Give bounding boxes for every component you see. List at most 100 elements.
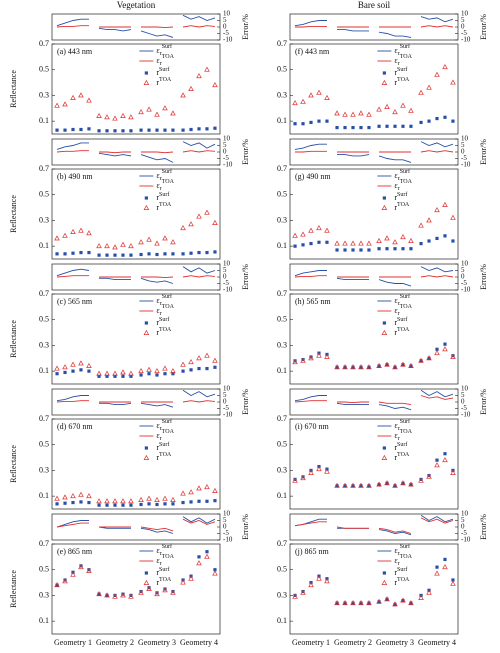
toa-point: [350, 111, 356, 117]
legend-sup: TOA: [400, 54, 413, 60]
surface-point: [309, 241, 313, 246]
error-line: [294, 400, 327, 403]
legend-marker: [381, 579, 388, 585]
error-line: [182, 400, 216, 403]
surface-point: [443, 115, 447, 119]
error-line: [378, 527, 412, 534]
y-tick-label: 0.1: [277, 241, 287, 250]
legend-label: rSurf: [156, 566, 169, 576]
y-axis-label: Error/%: [479, 389, 488, 415]
y-tick-label: 0.7: [277, 164, 287, 173]
surface-point: [451, 119, 455, 123]
x-tick-label: Geometry 4: [180, 638, 218, 647]
error-line: [182, 266, 216, 274]
surface-point: [435, 347, 439, 351]
y-axis-label: Error/%: [241, 139, 250, 165]
toa-point: [308, 92, 314, 98]
toa-point: [350, 240, 356, 246]
surface-point: [317, 240, 321, 244]
legend-base: r: [394, 203, 397, 212]
surface-point: [377, 600, 381, 604]
legend-label: εrSurf: [156, 43, 172, 57]
surface-point: [435, 565, 439, 569]
error-line: [294, 270, 327, 277]
toa-point: [204, 553, 210, 559]
toa-point: [204, 352, 210, 358]
toa-point: [358, 600, 364, 606]
toa-point: [300, 98, 306, 104]
y-tick-label: -5: [223, 529, 229, 537]
toa-point: [146, 495, 152, 501]
toa-point: [442, 346, 448, 352]
surface-point: [71, 251, 75, 255]
y-tick-label: 5: [461, 141, 465, 149]
surface-point: [189, 500, 193, 504]
surface-point: [359, 484, 363, 488]
legend-sup: TOA: [397, 77, 410, 83]
y-tick-label: 0.1: [39, 491, 49, 500]
surface-point: [147, 372, 151, 376]
error-frame: [51, 138, 221, 166]
toa-point: [62, 232, 68, 238]
y-tick-label: -10: [461, 36, 471, 44]
surface-point: [87, 369, 91, 373]
toa-point: [196, 213, 202, 219]
surface-point: [87, 500, 91, 505]
legend-label: εrSurf: [156, 543, 172, 557]
surface-point: [393, 124, 397, 128]
toa-point: [128, 498, 134, 504]
toa-point: [408, 481, 414, 487]
error-line: [378, 404, 412, 411]
surface-point: [385, 124, 389, 128]
toa-point: [170, 239, 176, 245]
legend-sub: r: [398, 436, 400, 442]
toa-point: [146, 236, 152, 242]
toa-point: [212, 219, 218, 225]
surface-point: [293, 477, 297, 482]
legend-base: r: [394, 568, 397, 577]
error-line: [140, 527, 174, 534]
y-tick-label: 0.7: [39, 39, 49, 48]
surface-point: [377, 364, 381, 368]
y-tick-label: 0.5: [277, 565, 287, 574]
surface-point: [351, 365, 355, 369]
y-tick-label: 0.7: [39, 539, 49, 548]
column-title: Bare soil: [358, 0, 391, 10]
error-frame: [289, 13, 459, 41]
toa-point: [334, 110, 340, 116]
legend-sub: r: [160, 51, 162, 57]
toa-point: [418, 594, 424, 600]
surface-point: [335, 365, 339, 369]
y-tick-label: 0.1: [39, 366, 49, 375]
toa-point: [300, 475, 306, 481]
panel-label: (g) 490 nm: [295, 172, 331, 181]
surface-point: [443, 557, 447, 562]
surface-point: [419, 120, 423, 125]
legend-label: rTOA: [156, 77, 172, 86]
y-tick-label: 5: [223, 391, 227, 399]
error-line: [99, 151, 131, 154]
toa-point: [434, 207, 440, 213]
legend-sup: Surf: [397, 316, 407, 323]
legend-marker: [382, 571, 386, 575]
legend-base: r: [156, 193, 159, 202]
legend-sub: r: [160, 301, 162, 307]
toa-point: [196, 485, 202, 491]
legend-base: r: [156, 453, 159, 462]
surface-point: [87, 568, 91, 572]
surface-point: [181, 500, 185, 505]
toa-point: [342, 240, 348, 246]
y-tick-label: 5: [461, 266, 465, 274]
toa-point: [450, 580, 456, 586]
legend-label: εrTOA: [394, 304, 412, 317]
toa-point: [358, 482, 364, 488]
legend-sub: r: [398, 426, 400, 432]
x-tick-label: Geometry 3: [376, 638, 414, 647]
toa-point: [96, 370, 102, 376]
surface-point: [181, 128, 185, 132]
toa-point: [70, 571, 76, 577]
error-line: [99, 277, 131, 281]
surface-point: [443, 234, 447, 238]
toa-point: [112, 370, 118, 376]
surface-point: [419, 241, 423, 246]
